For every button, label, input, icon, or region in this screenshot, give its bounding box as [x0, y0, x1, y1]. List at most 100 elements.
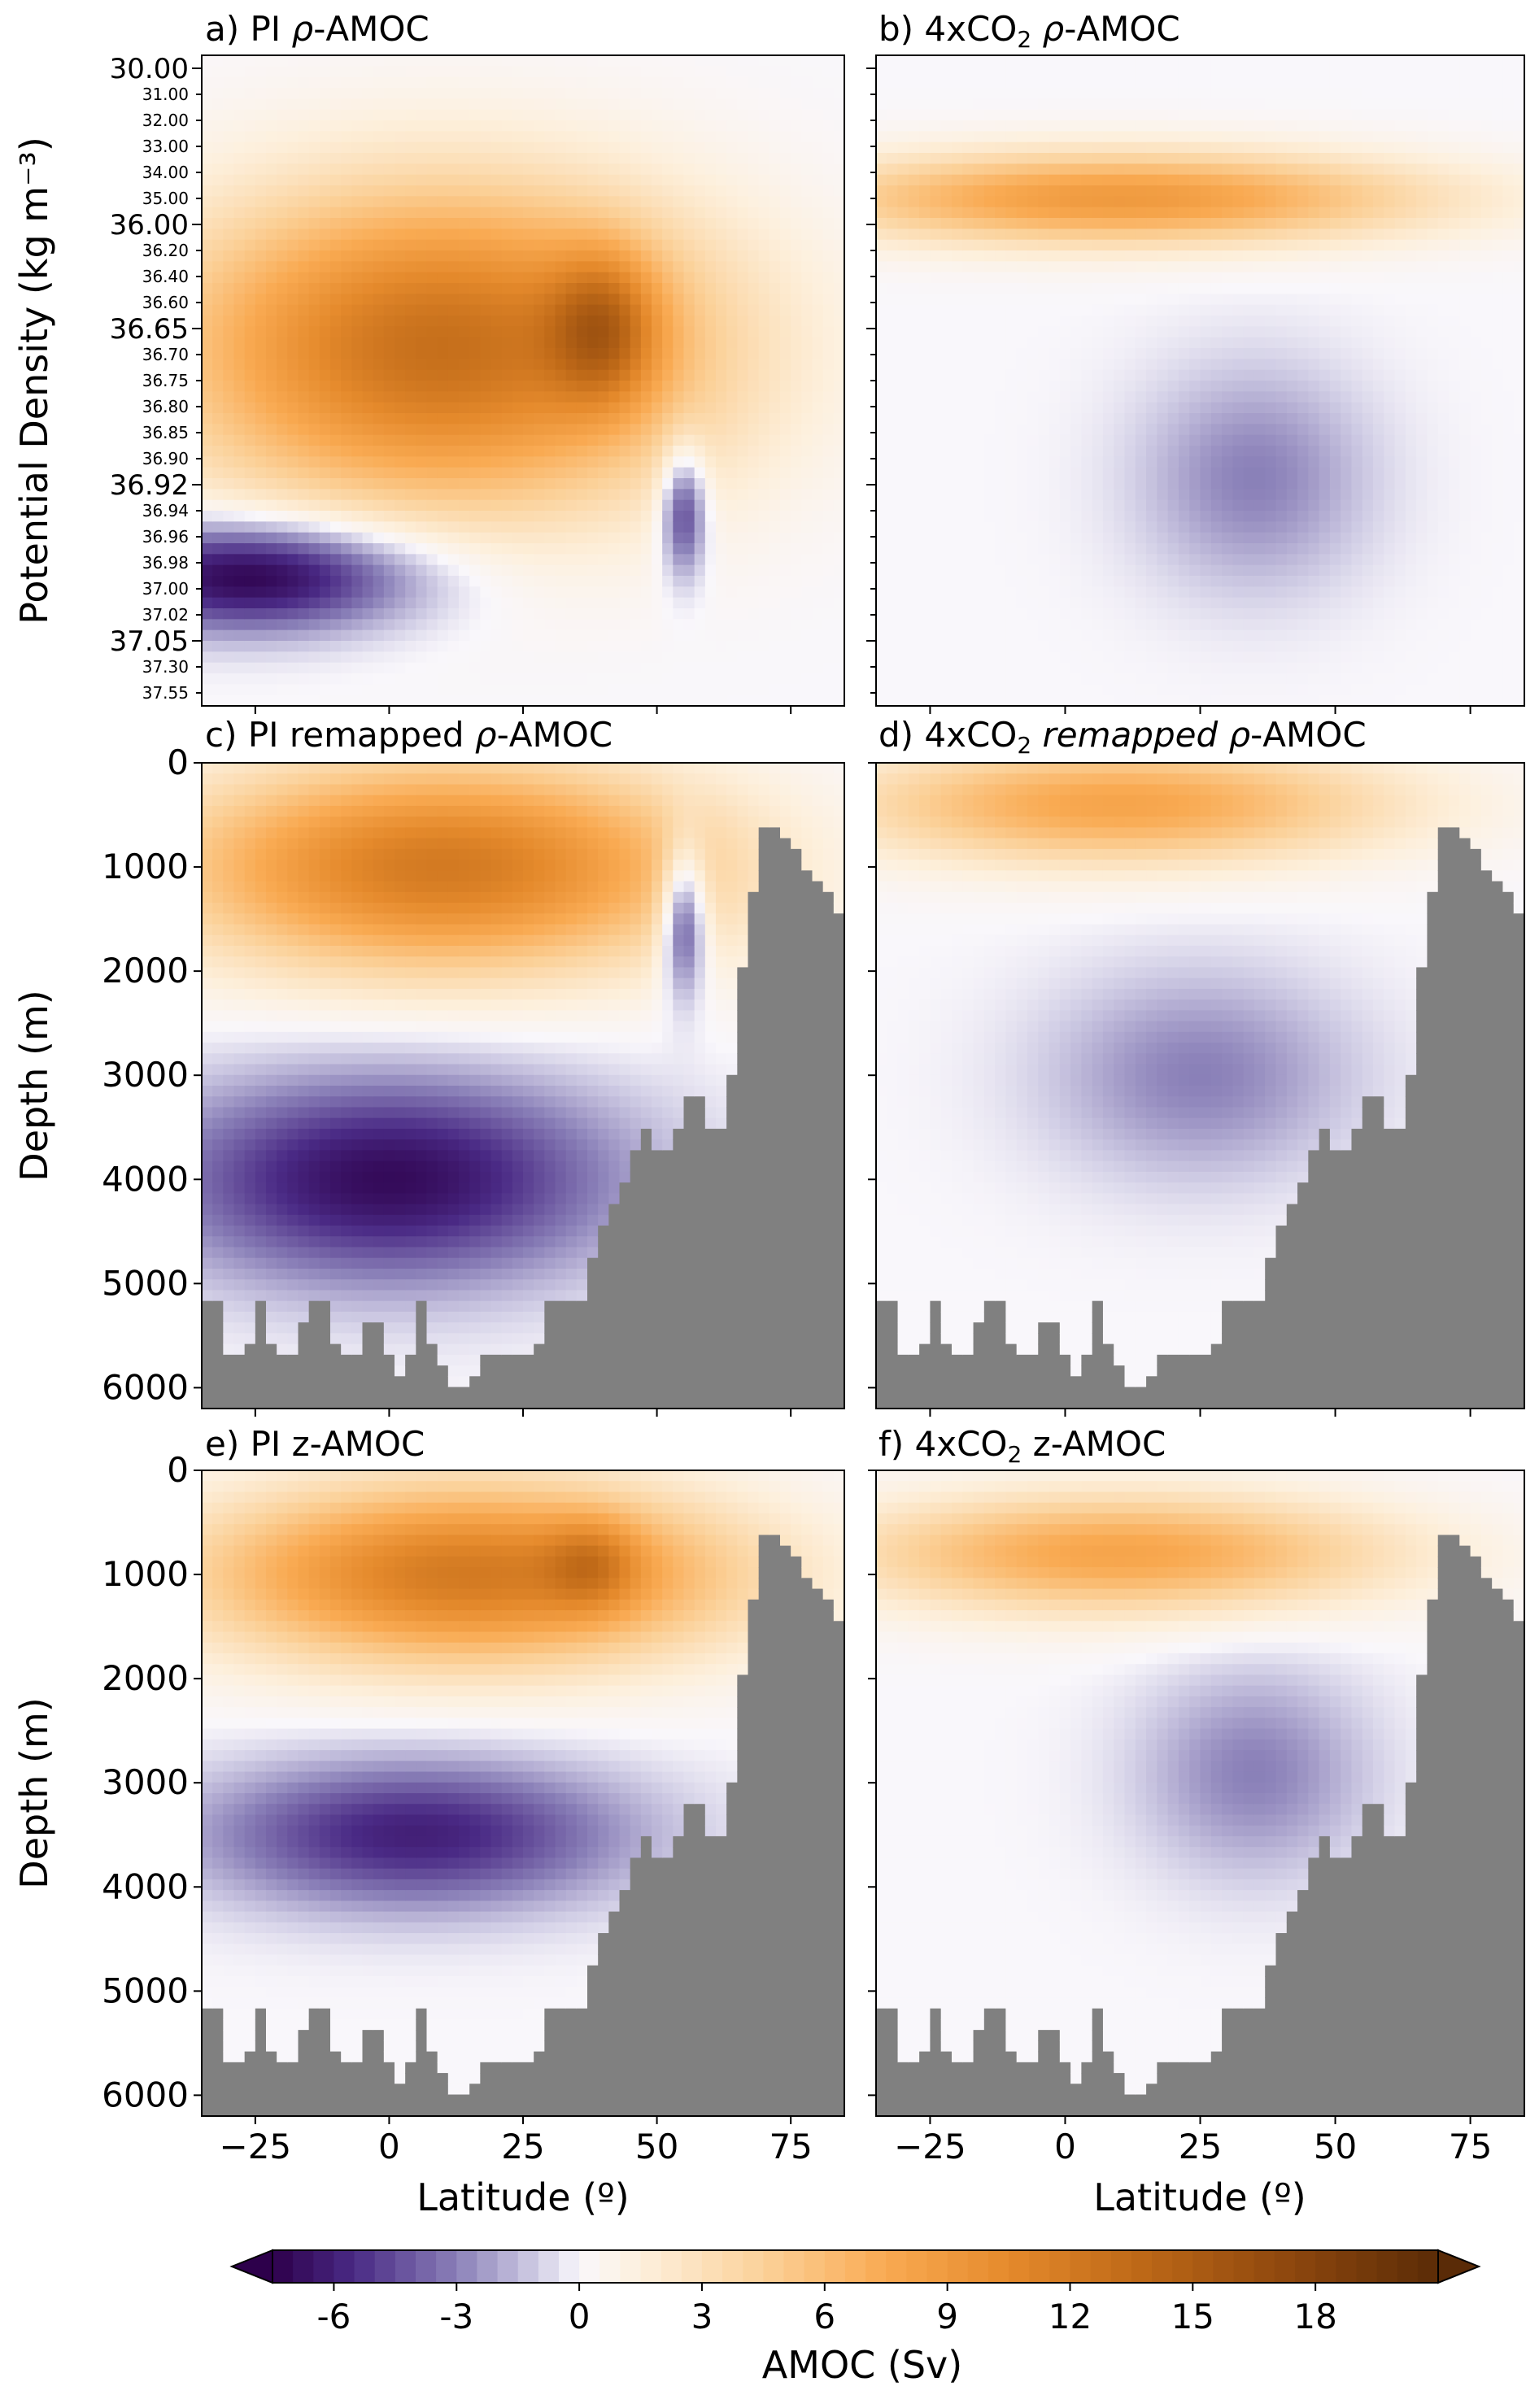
- field-cell: [534, 499, 545, 512]
- field-cell: [897, 174, 909, 186]
- field-cell: [737, 684, 749, 696]
- field-cell: [908, 456, 920, 468]
- field-cell: [1070, 369, 1082, 381]
- field-cell: [919, 619, 931, 631]
- field-cell: [480, 629, 492, 642]
- field-cell: [330, 695, 342, 707]
- field-cell: [662, 641, 674, 652]
- field-cell: [822, 294, 835, 306]
- field-cell: [1114, 120, 1126, 132]
- field-cell: [277, 446, 288, 457]
- field-cell: [598, 207, 609, 219]
- field-cell: [555, 564, 567, 577]
- field-cell: [244, 521, 256, 533]
- field-cell: [459, 402, 470, 414]
- field-cell: [1114, 98, 1126, 111]
- field-cell: [726, 142, 738, 154]
- field-cell: [822, 446, 835, 457]
- field-cell: [437, 88, 449, 99]
- field-cell: [395, 489, 406, 501]
- field-cell: [233, 576, 246, 587]
- field-cell: [940, 467, 953, 479]
- field-cell: [244, 608, 256, 620]
- field-cell: [266, 456, 277, 468]
- field-cell: [748, 424, 760, 436]
- field-cell: [405, 641, 416, 652]
- field-cell: [383, 662, 395, 674]
- field-cell: [780, 456, 791, 468]
- field-cell: [576, 88, 588, 99]
- field-cell: [447, 424, 460, 436]
- field-cell: [523, 109, 534, 121]
- field-cell: [565, 185, 578, 197]
- field-cell: [212, 229, 224, 241]
- field-cell: [1081, 684, 1093, 696]
- field-cell: [576, 131, 588, 143]
- field-cell: [255, 467, 267, 479]
- field-cell: [930, 294, 942, 306]
- field-cell: [330, 174, 342, 186]
- field-cell: [619, 434, 631, 446]
- field-cell: [373, 651, 385, 664]
- field-cell: [255, 66, 267, 78]
- field-cell: [480, 120, 492, 132]
- field-cell: [973, 446, 985, 457]
- field-cell: [576, 66, 588, 78]
- field-cell: [534, 272, 545, 284]
- field-cell: [673, 391, 685, 403]
- field-cell: [459, 608, 470, 620]
- field-cell: [640, 446, 652, 457]
- field-cell: [1049, 131, 1061, 143]
- field-cell: [897, 250, 909, 262]
- field-cell: [630, 543, 642, 555]
- field-cell: [652, 153, 663, 164]
- field-cell: [1005, 446, 1018, 457]
- field-cell: [812, 153, 824, 164]
- field-cell: [726, 434, 738, 446]
- field-cell: [1092, 88, 1104, 99]
- field-cell: [1038, 456, 1050, 468]
- field-cell: [319, 207, 331, 219]
- field-cell: [640, 619, 652, 631]
- field-cell: [362, 207, 374, 219]
- field-cell: [640, 608, 652, 620]
- field-cell: [1027, 76, 1039, 89]
- field-cell: [1059, 174, 1071, 186]
- field-cell: [287, 66, 299, 78]
- field-cell: [716, 489, 727, 501]
- field-cell: [737, 467, 749, 479]
- field-cell: [1049, 174, 1061, 186]
- field-cell: [801, 695, 813, 707]
- field-cell: [983, 163, 996, 176]
- field-cell: [459, 511, 470, 522]
- field-cell: [1005, 467, 1018, 479]
- field-cell: [501, 174, 513, 186]
- field-cell: [908, 283, 920, 294]
- field-cell: [640, 316, 652, 327]
- field-cell: [652, 55, 663, 67]
- field-cell: [640, 391, 652, 403]
- field-cell: [490, 684, 503, 696]
- field-cell: [962, 98, 974, 111]
- field-cell: [662, 359, 674, 371]
- field-cell: [298, 608, 310, 620]
- field-cell: [1005, 619, 1018, 631]
- field-cell: [1114, 521, 1126, 533]
- field-cell: [995, 326, 1006, 338]
- field-cell: [704, 283, 717, 294]
- field-cell: [630, 316, 642, 327]
- field-cell: [1102, 424, 1114, 436]
- field-cell: [608, 651, 621, 664]
- field-cell: [447, 554, 460, 566]
- field-cell: [1005, 76, 1018, 89]
- field-cell: [694, 576, 706, 587]
- field-cell: [277, 326, 288, 338]
- field-cell: [351, 163, 364, 176]
- field-cell: [212, 131, 224, 143]
- field-cell: [833, 142, 845, 154]
- field-cell: [908, 564, 920, 577]
- field-cell: [780, 467, 791, 479]
- field-cell: [608, 402, 621, 414]
- field-cell: [801, 66, 813, 78]
- field-cell: [983, 239, 996, 251]
